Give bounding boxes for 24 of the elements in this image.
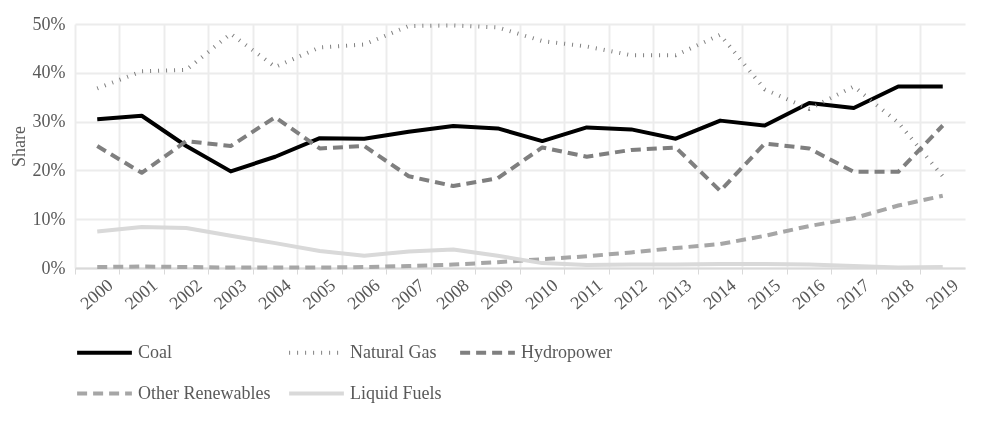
x-tick-label: 2002 <box>165 274 206 314</box>
legend-label: Hydropower <box>521 341 612 362</box>
y-tick-label: 0% <box>41 257 66 278</box>
y-tick-label: 30% <box>32 111 66 132</box>
y-tick-label: 10% <box>32 208 66 229</box>
x-tick-label: 2013 <box>654 274 696 314</box>
x-tick-label: 2010 <box>521 274 562 314</box>
legend-label: Other Renewables <box>138 382 271 403</box>
y-axis-title: Share <box>8 126 29 167</box>
x-tick-label: 2008 <box>432 274 473 314</box>
y-tick-label: 20% <box>32 159 66 180</box>
x-tick-label: 2009 <box>476 274 518 314</box>
x-tick-label: 2011 <box>566 274 607 314</box>
y-tick-label: 40% <box>32 62 66 83</box>
y-tick-label: 50% <box>32 13 66 34</box>
x-tick-label: 2001 <box>120 274 162 314</box>
x-tick-label: 2000 <box>76 274 117 314</box>
legend-label: Natural Gas <box>350 341 437 362</box>
x-tick-label: 2018 <box>877 274 918 314</box>
x-tick-label: 2003 <box>209 274 251 314</box>
x-tick-label: 2019 <box>921 274 963 314</box>
legend-label: Liquid Fuels <box>350 382 442 403</box>
legend-label: Coal <box>138 341 172 362</box>
x-tick-label: 2012 <box>610 274 651 314</box>
